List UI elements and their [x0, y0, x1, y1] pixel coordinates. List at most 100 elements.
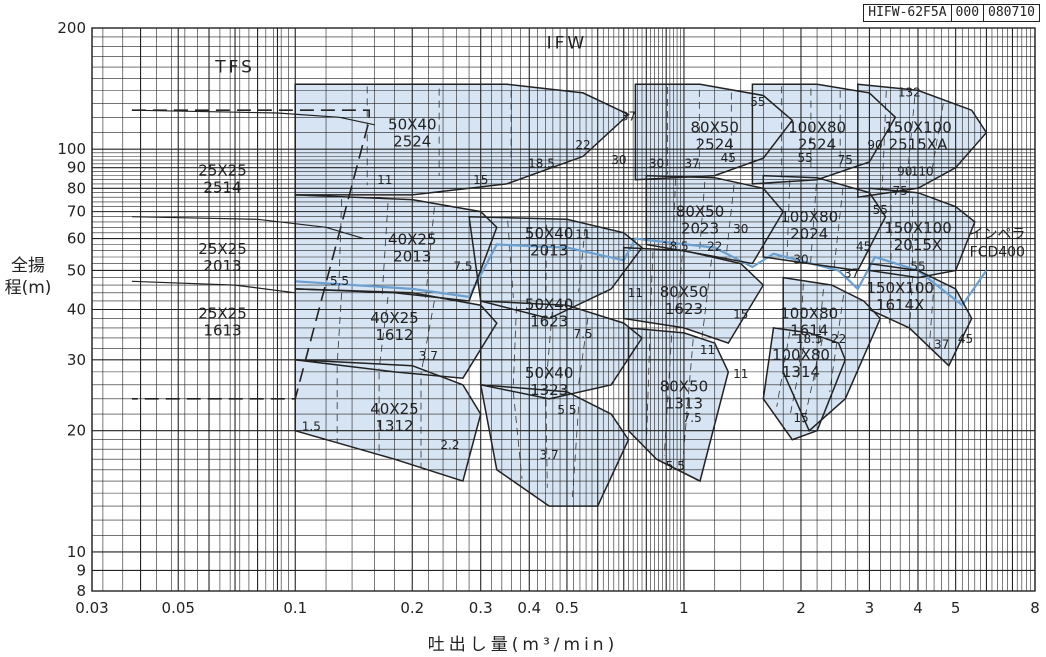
region-outline-17	[868, 262, 973, 367]
region-label-13: 1614	[790, 321, 828, 339]
power-label: 90	[897, 165, 912, 179]
drawing-code-2: 080710	[983, 5, 1039, 21]
region-outlines	[294, 83, 988, 507]
region-outline-9	[622, 246, 765, 345]
tfs-label-1: 25X25	[198, 240, 246, 258]
power-label: 18.5	[796, 332, 823, 346]
labels: 50X40252440X25201340X25161240X25131250X4…	[198, 33, 1025, 472]
power-label: 132	[898, 86, 921, 100]
eff-line-1-1	[338, 199, 343, 292]
eff-line-10-2	[663, 335, 673, 456]
region-outline-14	[762, 327, 847, 441]
power-label: 18.5	[662, 240, 689, 254]
region-label-13: 100X80	[780, 304, 838, 322]
region-outline-10	[627, 327, 730, 483]
eff-line-17-1	[888, 269, 892, 324]
eff-line-6-1	[512, 392, 523, 479]
eff-line-12-2	[810, 184, 817, 264]
power-label: 15	[793, 411, 808, 425]
x-tick-label: 0.3	[469, 599, 493, 617]
region-outline-0	[294, 83, 630, 196]
region-label-10: 1313	[665, 395, 703, 413]
region-fill-2	[295, 288, 497, 379]
region-label-7: 2524	[696, 136, 734, 154]
power-label: 30	[649, 157, 664, 171]
power-label: 11	[700, 343, 715, 357]
eff-line-13-1	[798, 283, 804, 379]
region-label-0: 2524	[393, 132, 431, 150]
power-label: 22	[707, 240, 722, 254]
region-label-3: 40X25	[370, 400, 418, 418]
region-outline-15	[857, 83, 988, 199]
drawing-code-box: HIFW-62F5A 000 080710	[863, 4, 1040, 22]
x-tick-label: 0.4	[517, 599, 541, 617]
x-tick-label: 2	[796, 599, 806, 617]
y-tick-label: 100	[57, 140, 86, 158]
power-label: 5.5	[557, 403, 576, 417]
x-tick-label: 0.2	[400, 599, 424, 617]
x-tick-label: 4	[913, 599, 923, 617]
region-label-9: 80X50	[660, 283, 708, 301]
y-tick-label: 80	[67, 179, 86, 197]
power-label: 37	[934, 338, 949, 352]
region-outline-12	[762, 174, 887, 272]
eff-line-9-1	[649, 251, 654, 325]
eff-line-15-2	[906, 97, 916, 183]
impeller-line	[295, 237, 988, 307]
tfs-label-2: 25X25	[198, 304, 246, 322]
power-label: 37	[844, 267, 859, 281]
impeller-note: FCD400	[970, 245, 1025, 261]
tfs-label-1: 2013	[203, 257, 241, 275]
power-label: 18.5	[528, 157, 555, 171]
power-label: 55	[798, 151, 813, 165]
eff-line-15-3	[930, 103, 944, 176]
power-label: 7.5	[573, 327, 592, 341]
power-label: 15	[473, 173, 488, 187]
power-label: 55	[750, 95, 765, 109]
tfs-curve-2	[131, 280, 296, 294]
power-label: 55	[873, 203, 888, 217]
region-label-15: 2515XA	[889, 136, 948, 154]
tfs-curve-1	[131, 216, 364, 240]
eff-line-6-2	[545, 399, 548, 488]
y-tick-label: 10	[67, 543, 86, 561]
region-label-12: 100X80	[780, 208, 838, 226]
eff-line-2-3	[420, 301, 435, 374]
region-fill-3	[295, 359, 481, 482]
power-label: 45	[856, 240, 871, 254]
region-label-14: 1314	[782, 363, 820, 381]
region-label-8: 80X50	[676, 203, 724, 221]
series-label-1: IFW	[547, 33, 588, 53]
eff-line-8-2	[698, 181, 706, 255]
eff-line-1-2	[381, 203, 389, 295]
x-tick-label: 0.5	[555, 599, 579, 617]
tfs-label-0: 2514	[203, 179, 241, 197]
y-tick-label: 90	[67, 159, 86, 177]
power-label: 5.5	[330, 274, 349, 288]
tfs-curve-0	[131, 109, 375, 126]
impeller-note: インペラ	[969, 227, 1025, 243]
region-label-11: 2524	[798, 136, 836, 154]
eff-line-14-3	[803, 339, 823, 423]
region-label-9: 1623	[665, 300, 703, 318]
x-tick-label: 3	[865, 599, 875, 617]
y-tick-label: 70	[67, 203, 86, 221]
eff-line-13-3	[829, 295, 844, 393]
curves	[131, 86, 988, 498]
x-tick-label: 0.05	[162, 599, 195, 617]
region-outline-2	[294, 288, 498, 379]
x-tick-label: 1	[679, 599, 689, 617]
region-fill-5	[480, 301, 642, 399]
power-label: 90	[867, 138, 882, 152]
region-label-4: 2013	[530, 242, 568, 260]
region-label-2: 1612	[375, 326, 413, 344]
region-fill-1	[295, 194, 497, 301]
y-axis-label: 全揚程(m)	[4, 256, 52, 298]
region-fill-10	[628, 327, 729, 482]
power-label: 15	[733, 307, 748, 321]
tfs-label-0: 25X25	[198, 162, 246, 180]
power-label: 3.7	[540, 448, 559, 462]
region-fill-17	[869, 263, 972, 366]
power-label: 22	[831, 332, 846, 346]
region-label-8: 2023	[681, 220, 719, 238]
